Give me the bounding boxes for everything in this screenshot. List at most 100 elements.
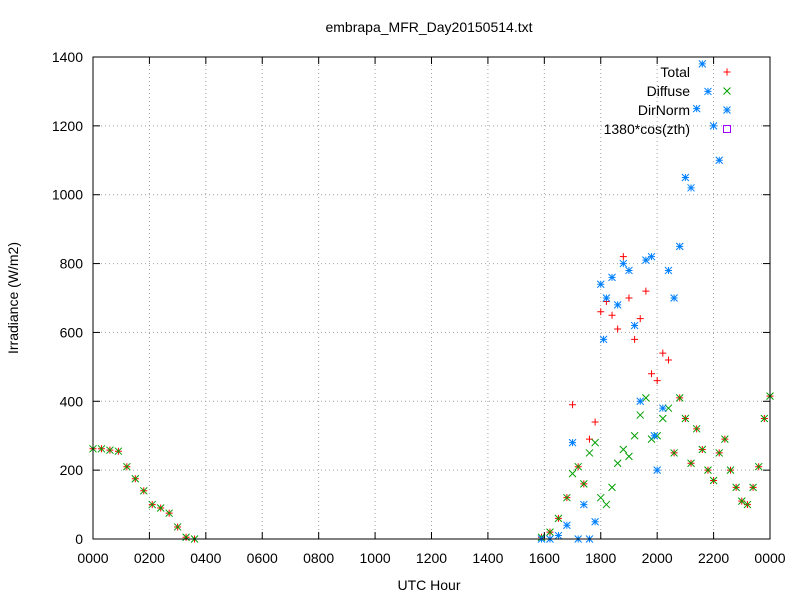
data-point xyxy=(619,253,627,261)
data-point xyxy=(721,435,729,444)
data-point xyxy=(619,259,628,268)
x-tick-label: 0800 xyxy=(303,550,334,566)
data-point xyxy=(642,256,650,264)
data-point xyxy=(648,370,656,378)
data-point xyxy=(698,445,707,454)
data-point xyxy=(568,469,577,478)
data-point xyxy=(546,528,554,536)
data-point xyxy=(597,308,605,316)
data-point xyxy=(563,521,571,530)
data-point xyxy=(608,273,616,282)
data-point xyxy=(642,393,650,402)
data-point xyxy=(737,497,746,505)
data-point xyxy=(749,483,757,492)
data-point xyxy=(569,401,577,409)
data-point xyxy=(647,252,656,261)
data-point xyxy=(675,242,684,251)
data-point xyxy=(182,533,190,542)
data-point xyxy=(156,504,165,512)
data-point xyxy=(636,397,645,406)
data-point xyxy=(687,183,695,192)
data-point xyxy=(630,321,639,330)
legend-label: 1380*cos(zth) xyxy=(604,121,690,137)
data-point xyxy=(602,294,611,302)
x-tick-label: 1000 xyxy=(360,550,391,566)
data-point xyxy=(692,424,701,433)
x-tick-label: 0400 xyxy=(190,550,221,566)
data-point xyxy=(122,462,131,471)
data-point xyxy=(715,156,724,165)
data-point xyxy=(732,483,741,492)
data-point xyxy=(613,301,622,309)
data-point xyxy=(579,500,588,509)
y-tick-label: 0 xyxy=(75,531,83,547)
y-tick-label: 200 xyxy=(60,462,84,478)
data-point xyxy=(106,446,114,455)
data-point xyxy=(670,294,678,302)
data-point xyxy=(131,474,140,483)
data-point xyxy=(614,325,622,333)
data-point xyxy=(591,418,599,426)
grid-layer xyxy=(93,57,770,539)
data-point xyxy=(613,459,622,468)
data-point xyxy=(631,335,639,343)
data-point xyxy=(625,294,633,302)
data-point xyxy=(692,104,701,113)
data-point xyxy=(675,393,684,402)
x-tick-label: 0600 xyxy=(247,550,278,566)
legend-marker xyxy=(723,87,731,95)
x-tick-label: 0000 xyxy=(77,550,108,566)
data-point xyxy=(568,438,577,447)
data-point xyxy=(114,447,123,456)
data-point xyxy=(554,531,563,540)
y-tick-label: 800 xyxy=(60,256,84,272)
legend-marker xyxy=(723,125,731,133)
data-point xyxy=(704,466,712,474)
legend-marker xyxy=(723,106,731,114)
data-point xyxy=(653,466,662,474)
series-diffuse xyxy=(89,392,774,543)
data-point xyxy=(596,493,605,502)
data-point xyxy=(658,414,667,423)
legend: Total Diffuse DirNorm 1380*cos(zth) xyxy=(604,64,731,137)
legend-label: Total xyxy=(660,64,690,80)
data-point xyxy=(664,404,673,413)
data-point xyxy=(726,466,735,474)
data-point xyxy=(659,349,667,357)
data-point xyxy=(681,173,690,182)
x-tick-label: 1400 xyxy=(472,550,503,566)
x-tick-label: 0200 xyxy=(134,550,165,566)
y-tick-label: 1000 xyxy=(52,187,83,203)
legend-marker xyxy=(723,68,731,76)
data-point xyxy=(743,500,752,509)
ticks-layer: 0000 0200 0400 0600 0800 1000 1200 1400 1600 1800… xyxy=(52,49,786,566)
data-point xyxy=(636,315,644,323)
x-tick-label: 2200 xyxy=(698,550,729,566)
data-point xyxy=(636,411,645,419)
y-tick-label: 600 xyxy=(60,324,84,340)
data-point xyxy=(97,444,106,453)
data-point xyxy=(602,500,611,509)
data-point xyxy=(709,476,718,485)
data-point xyxy=(653,377,661,385)
legend-label: DirNorm xyxy=(638,102,690,118)
x-tick-label: 1800 xyxy=(585,550,616,566)
data-point xyxy=(760,414,769,423)
data-point xyxy=(650,431,659,440)
data-point xyxy=(698,60,707,68)
y-tick-label: 1200 xyxy=(52,118,83,134)
data-point xyxy=(619,445,628,454)
data-point xyxy=(591,438,599,447)
x-tick-label: 0000 xyxy=(754,550,785,566)
data-point xyxy=(591,517,599,526)
data-point xyxy=(625,452,633,461)
data-point xyxy=(704,87,712,96)
data-point xyxy=(715,449,724,457)
data-point xyxy=(574,462,583,471)
y-axis-title: Irradiance (W/m2) xyxy=(5,242,21,354)
data-point xyxy=(630,431,639,440)
data-point xyxy=(664,356,672,364)
data-point xyxy=(596,280,605,289)
